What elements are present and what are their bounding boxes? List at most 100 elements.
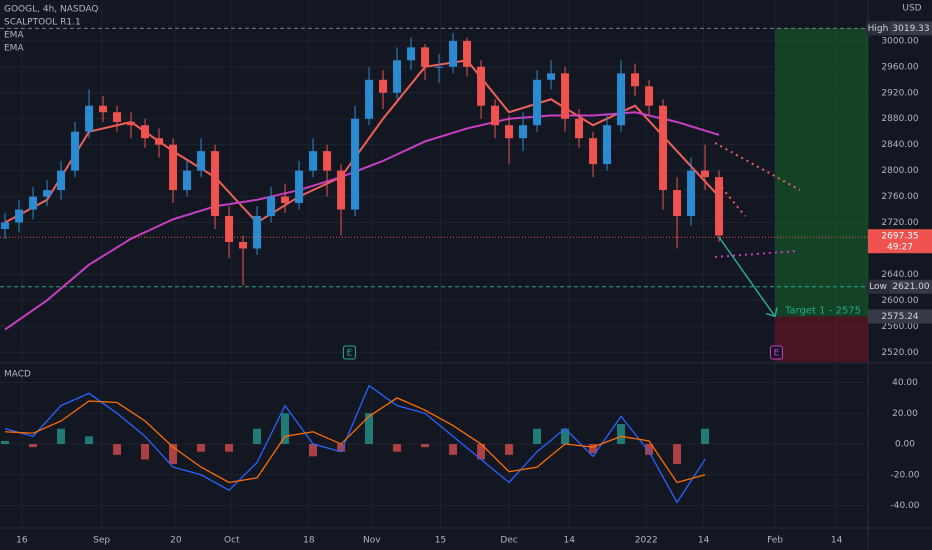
candle-body [575, 118, 584, 139]
candle-body [435, 66, 444, 68]
candle-body [295, 170, 304, 204]
histogram-bar [309, 444, 318, 457]
histogram-bar [589, 444, 598, 454]
target-label: Target 1 - 2575 [784, 305, 861, 316]
y-tick-label: 2640.00 [881, 270, 918, 280]
macd-line [5, 397, 706, 484]
histogram-bar [645, 444, 654, 455]
candle-body [449, 40, 458, 67]
target-arrow [718, 236, 776, 317]
y-tick-label: 2960.00 [881, 62, 918, 72]
histogram-bar [113, 444, 122, 455]
candle-body [365, 79, 374, 119]
candle-body [673, 190, 682, 217]
last-price: 2697.35 [881, 232, 918, 242]
y-tick-label: 2760.00 [881, 192, 918, 202]
x-tick-label: 14 [564, 536, 576, 546]
histogram-bar [393, 444, 402, 452]
candle-body [29, 196, 38, 210]
x-tick-label: Sep [93, 536, 110, 546]
candle-body [645, 86, 654, 106]
x-tick-label: 20 [170, 536, 182, 546]
x-tick-label: Feb [767, 536, 783, 546]
candle-body [351, 118, 360, 210]
price-label-box [868, 309, 932, 324]
target-value: 2575.24 [881, 312, 918, 322]
candle-body [589, 138, 598, 165]
y-tick-label: 2560.00 [881, 322, 918, 332]
histogram-bar [673, 444, 682, 465]
histogram-bar [533, 428, 542, 445]
candle-body [379, 79, 388, 93]
price-line-label: Low [869, 282, 887, 292]
ema-line [4, 111, 720, 331]
candle-body [603, 125, 612, 165]
candle-body [183, 170, 192, 191]
candle-body [225, 216, 234, 242]
candle-body [71, 131, 80, 171]
candle-body [337, 170, 346, 210]
histogram-bar [281, 413, 290, 445]
candle-body [239, 241, 248, 249]
candle-body [141, 125, 150, 139]
x-tick-label: 15 [435, 536, 446, 546]
candle-body [211, 151, 220, 217]
candle-body [505, 125, 514, 139]
candle-body [43, 190, 52, 197]
price-line-value: 3019.33 [892, 24, 929, 34]
candle-body [155, 138, 164, 145]
indicator: EMA [4, 44, 24, 54]
candle-body [617, 73, 626, 126]
label-box [866, 21, 890, 36]
candle-body [85, 105, 94, 132]
candle-body [393, 60, 402, 93]
ema-line [4, 59, 720, 224]
y-tick-label: -40.00 [890, 501, 919, 511]
y-tick-label: 2920.00 [881, 88, 918, 98]
x-tick-label: Nov [363, 536, 381, 546]
candle-body [547, 73, 556, 80]
y-tick-label: 3000.00 [881, 36, 918, 46]
indicator: SCALPTOOL R1.1 [4, 18, 81, 28]
trend-line [714, 142, 801, 191]
y-tick-label: 2720.00 [881, 218, 918, 228]
histogram-bar [617, 424, 626, 445]
candle-body [687, 170, 696, 217]
candle-body [15, 209, 24, 223]
histogram-bar [169, 444, 178, 465]
y-tick-label: 2600.00 [881, 296, 918, 306]
candle-body [99, 105, 108, 113]
x-tick-label: 2022 [635, 536, 658, 546]
profit-zone [775, 28, 868, 317]
trend-drawings [714, 142, 801, 258]
candle-body [533, 79, 542, 126]
y-tick-label: 2840.00 [881, 140, 918, 150]
arrow-head [765, 307, 778, 318]
last-price-box [868, 229, 932, 254]
y-tick-label: -20.00 [890, 470, 919, 480]
macd-line [4, 384, 706, 504]
candle-body [659, 105, 668, 191]
candle-body [701, 170, 710, 178]
currency: USD [902, 4, 921, 14]
label-box [866, 279, 890, 294]
indicator: EMA [4, 31, 24, 41]
histogram-bar [1, 440, 10, 445]
y-tick-label: 0.00 [895, 440, 915, 450]
x-tick-label: 18 [303, 536, 315, 546]
histogram-bar [225, 444, 234, 452]
y-tick-label: 2520.00 [881, 348, 918, 358]
histogram-bar [141, 444, 150, 460]
price-line-label: High [868, 24, 889, 34]
candle-body [323, 151, 332, 171]
candle-body [631, 73, 640, 87]
event-marker-label: E [347, 349, 353, 359]
histogram-bar [253, 428, 262, 445]
event-marker [769, 345, 783, 360]
trend-line [717, 182, 746, 217]
candle-body [421, 47, 430, 67]
candle-body [169, 144, 178, 191]
